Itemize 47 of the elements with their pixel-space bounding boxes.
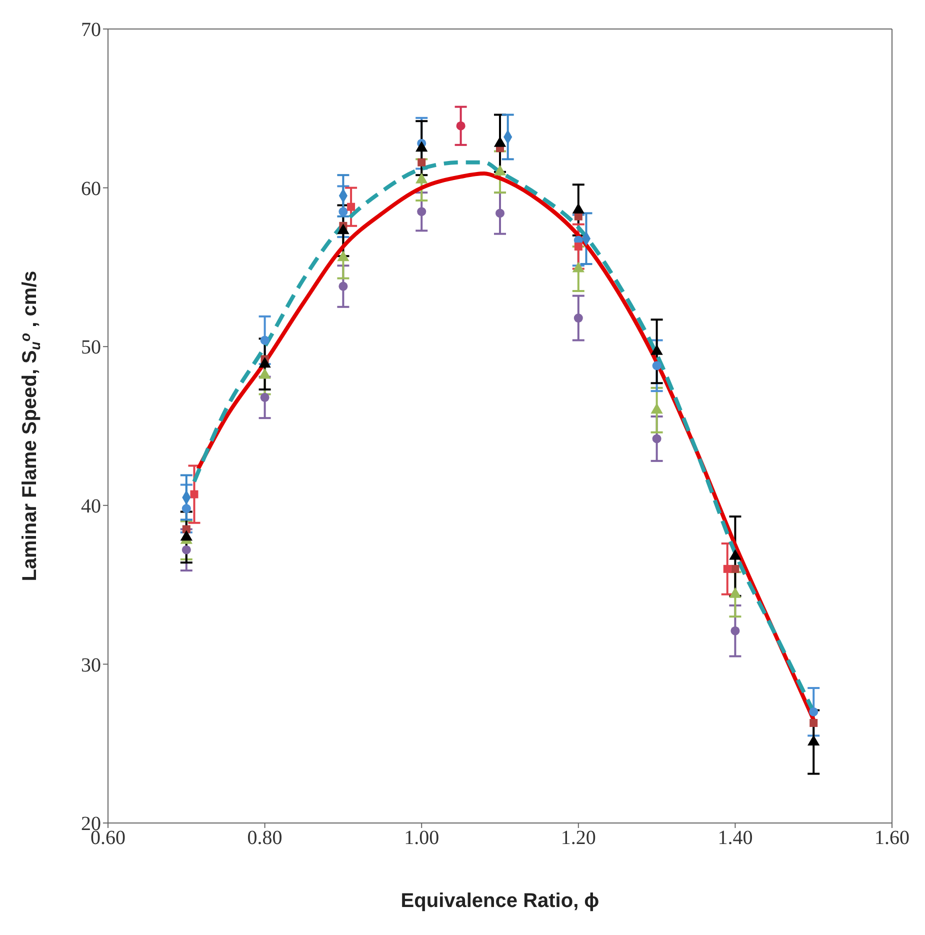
point	[260, 392, 270, 402]
x-tick-label: 1.40	[718, 827, 753, 850]
point	[650, 344, 663, 355]
point	[182, 525, 190, 534]
point	[260, 336, 270, 345]
point	[418, 158, 426, 166]
point	[338, 207, 348, 216]
point	[337, 250, 350, 262]
point	[182, 545, 191, 554]
point	[650, 403, 663, 414]
point	[495, 208, 505, 218]
point	[723, 564, 732, 573]
y-tick-label: 40	[81, 496, 101, 518]
point	[416, 172, 428, 184]
point	[258, 368, 271, 379]
point	[190, 490, 198, 498]
x-tick-label: 1.60	[874, 827, 910, 850]
point	[652, 434, 662, 444]
y-tick-label: 50	[81, 336, 101, 359]
point	[417, 207, 426, 216]
point	[809, 707, 818, 716]
x-tick-label: 1.00	[404, 827, 440, 850]
point	[572, 203, 584, 214]
point	[574, 242, 582, 251]
point	[730, 626, 740, 636]
point	[337, 224, 350, 234]
x-tick-label: 0.80	[247, 827, 282, 850]
point	[729, 549, 742, 560]
point	[182, 504, 191, 514]
x-axis-title: Equivalence Ratio, ϕ	[400, 890, 600, 912]
point	[338, 282, 348, 291]
point	[258, 357, 271, 368]
point	[574, 314, 583, 323]
point	[180, 530, 192, 541]
point	[729, 587, 742, 598]
point	[731, 564, 740, 573]
y-tick-label: 30	[81, 654, 101, 676]
y-tick-label: 70	[81, 19, 101, 42]
point	[652, 361, 662, 370]
point	[572, 262, 584, 272]
y-tick-label: 60	[81, 178, 101, 200]
point	[347, 202, 356, 211]
point	[808, 734, 820, 746]
point	[416, 141, 428, 152]
point	[456, 121, 466, 130]
x-tick-label: 1.20	[560, 827, 596, 850]
point	[810, 718, 818, 727]
